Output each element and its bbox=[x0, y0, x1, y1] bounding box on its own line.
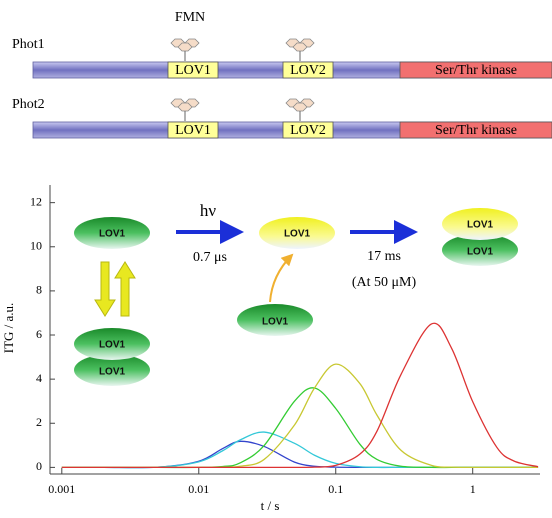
domain-label: Ser/Thr kinase bbox=[435, 123, 517, 138]
scheme-text: hν bbox=[200, 201, 217, 220]
x-axis-label: t / s bbox=[261, 498, 280, 513]
arrow bbox=[94, 261, 116, 317]
fmn-icon bbox=[170, 38, 200, 62]
y-tick-label: 6 bbox=[36, 327, 42, 341]
x-tick-label: 0.1 bbox=[328, 482, 343, 496]
domain-box bbox=[282, 121, 334, 139]
protein-name: Phot2 bbox=[12, 97, 45, 112]
y-axis-label: ITG / a.u. bbox=[1, 303, 16, 354]
molecule bbox=[237, 304, 313, 336]
fmn-label: FMN bbox=[175, 10, 205, 25]
y-tick-label: 0 bbox=[36, 459, 42, 473]
fmn-icon bbox=[285, 98, 315, 122]
y-tick-label: 2 bbox=[36, 415, 42, 429]
chart: 0 2 4 6 8 10 12 0.001 0.01 0.1 1 bbox=[30, 185, 540, 496]
y-tick-label: 8 bbox=[36, 283, 42, 297]
molecule bbox=[442, 208, 518, 240]
molecule-label: LOV1 bbox=[467, 220, 494, 231]
scheme-text: 17 ms bbox=[367, 249, 401, 264]
x-tick-label: 0.001 bbox=[48, 482, 75, 496]
domain-label: LOV2 bbox=[290, 63, 326, 78]
molecule-label: LOV1 bbox=[99, 340, 126, 351]
domain-label: Ser/Thr kinase bbox=[435, 63, 517, 78]
x-tick-label: 0.01 bbox=[188, 482, 209, 496]
molecule-label: LOV1 bbox=[284, 229, 311, 240]
domain-label: LOV2 bbox=[290, 123, 326, 138]
data-line bbox=[61, 431, 539, 469]
fmn-icon bbox=[285, 38, 315, 62]
molecule-label: LOV1 bbox=[99, 367, 126, 378]
scheme-text: (At 50 μM) bbox=[352, 275, 417, 290]
domain-label: LOV1 bbox=[175, 123, 211, 138]
domain-box bbox=[282, 61, 334, 79]
arrow bbox=[114, 261, 136, 317]
molecule bbox=[74, 217, 150, 249]
molecule bbox=[259, 217, 335, 249]
domain-box bbox=[399, 61, 552, 79]
x-tick-label: 1 bbox=[470, 482, 476, 496]
molecule bbox=[442, 234, 518, 266]
y-tick-label: 12 bbox=[30, 194, 42, 208]
y-tick-label: 10 bbox=[30, 239, 42, 253]
data-line bbox=[61, 387, 539, 469]
data-line bbox=[61, 322, 539, 469]
arrow bbox=[269, 253, 294, 303]
molecule-label: LOV1 bbox=[262, 317, 289, 328]
domain-box bbox=[167, 61, 219, 79]
y-tick-label: 4 bbox=[36, 371, 42, 385]
reaction-scheme: LOV1 LOV1 LOV1 hν 0.7 μs LOV1 LOV1 17 ms… bbox=[74, 201, 518, 386]
molecule-label: LOV1 bbox=[467, 247, 494, 258]
molecule bbox=[74, 328, 150, 360]
domain-box bbox=[167, 121, 219, 139]
protein-diagrams: Phot1 LOV1 LOV2 Ser/Thr kinase Phot2 LOV1 LOV2… bbox=[12, 37, 552, 139]
molecule-label: LOV1 bbox=[99, 229, 126, 240]
molecule bbox=[74, 354, 150, 386]
domain-box bbox=[399, 121, 552, 139]
data-line bbox=[61, 440, 539, 469]
protein-name: Phot1 bbox=[12, 37, 45, 52]
scheme-text: 0.7 μs bbox=[193, 250, 227, 265]
domain-label: LOV1 bbox=[175, 63, 211, 78]
fmn-icon bbox=[170, 98, 200, 122]
